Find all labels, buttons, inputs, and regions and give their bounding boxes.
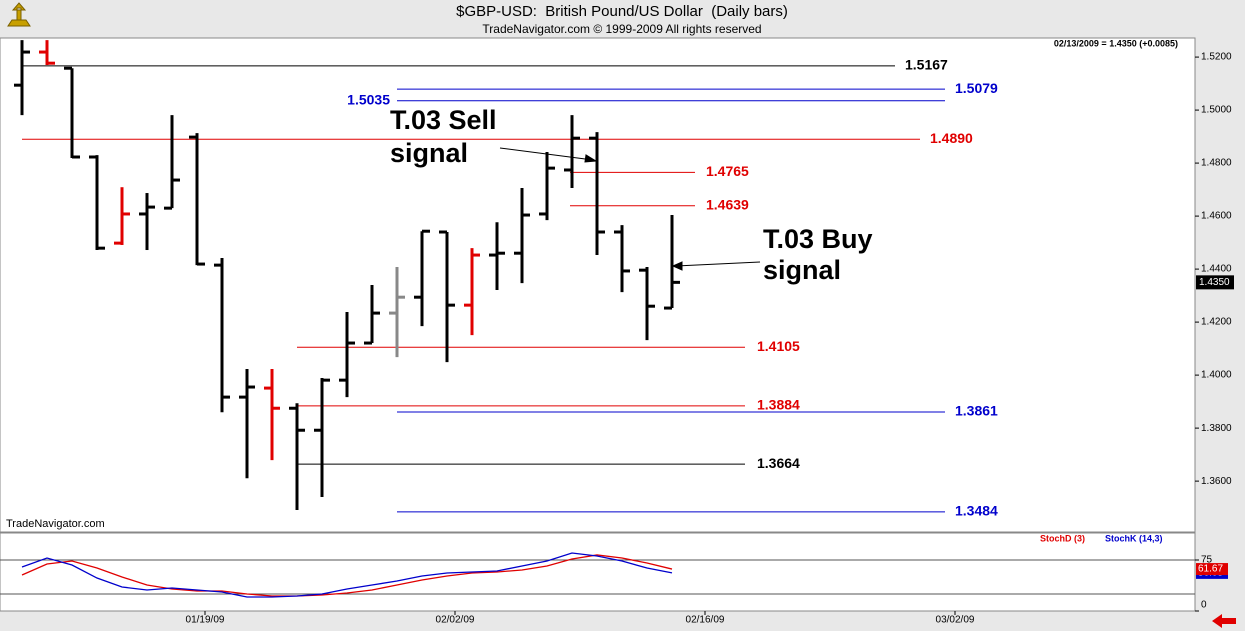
legend-label: StochK (14,3) [1105, 533, 1163, 543]
level-label: 1.5079 [955, 80, 998, 96]
y-tick-label: 1.3800 [1201, 423, 1232, 434]
x-tick-label: 02/02/09 [436, 615, 475, 626]
level-label: 1.4105 [757, 338, 800, 354]
y-tick-label: 1.3600 [1201, 476, 1232, 487]
x-tick-label: 01/19/09 [186, 615, 225, 626]
level-label: 1.3861 [955, 403, 998, 419]
legend-label: StochD (3) [1040, 533, 1085, 543]
stoch-line [21, 554, 673, 597]
last-value-badge [1196, 563, 1228, 576]
price-panel [0, 37, 1196, 533]
y-tick-label: 1.4200 [1201, 317, 1232, 328]
y-tick-label: 1.5200 [1201, 52, 1232, 63]
price-header: 02/13/2009 = 1.4350 (+0.0085) [1054, 38, 1178, 48]
x-tick-label: 02/16/09 [686, 615, 725, 626]
last-price-badge [1196, 275, 1234, 290]
y-tick-label: 1.4600 [1201, 211, 1232, 222]
y-tick-label: 0 [1201, 600, 1207, 611]
y-tick-label: 1.5000 [1201, 105, 1232, 116]
watermark: TradeNavigator.com [6, 518, 105, 530]
level-label: 1.3884 [757, 397, 800, 413]
annotation: T.03 Sell [390, 105, 497, 135]
level-label: 1.4639 [706, 196, 749, 212]
y-tick-label: 75 [1201, 555, 1213, 566]
stoch-line [21, 552, 673, 598]
last-price-label: 1.4350 [1199, 277, 1230, 288]
level-label: 1.5035 [347, 92, 390, 108]
y-tick-label: 1.4000 [1201, 370, 1232, 381]
logo [7, 2, 31, 27]
level-label: 1.5167 [905, 57, 948, 73]
annotation-arrows [499, 147, 761, 271]
level-label: 1.4765 [706, 163, 749, 179]
chart-subtitle: TradeNavigator.com © 1999-2009 All right… [482, 22, 761, 36]
last-value-label: 61.67 [1198, 564, 1223, 575]
annotation: signal [390, 138, 468, 168]
scroll-arrow[interactable] [1207, 613, 1239, 629]
level-label: 1.4890 [930, 130, 973, 146]
y-tick-label: 1.4800 [1201, 158, 1232, 169]
stoch-panel [0, 532, 1196, 612]
y-tick-label: 1.4400 [1201, 264, 1232, 275]
level-label: 1.3664 [757, 455, 800, 471]
x-tick-label: 03/02/09 [936, 615, 975, 626]
level-label: 1.3484 [955, 503, 998, 519]
chart-title: $GBP-USD: British Pound/US Dollar (Daily… [456, 3, 788, 20]
annotation: T.03 Buy [763, 224, 873, 254]
annotation: signal [763, 255, 841, 285]
